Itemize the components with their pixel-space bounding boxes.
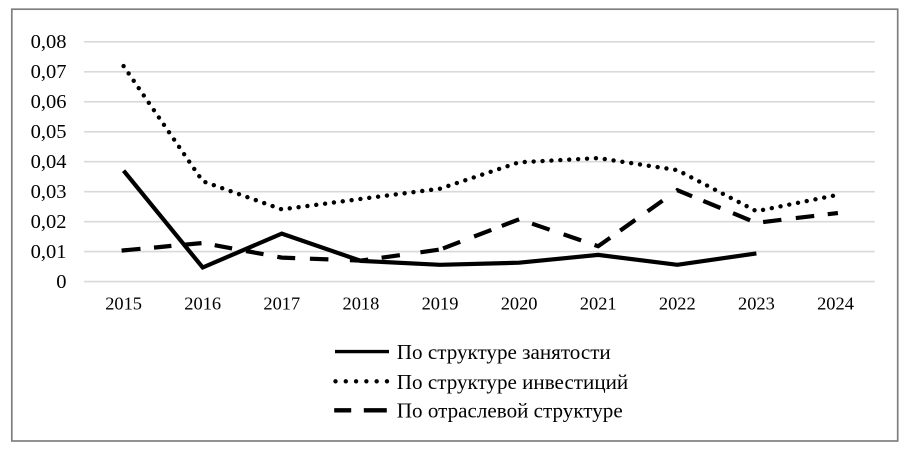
svg-text:2021: 2021	[580, 293, 617, 313]
svg-text:0,05: 0,05	[31, 121, 67, 143]
svg-text:0,03: 0,03	[31, 181, 67, 203]
svg-text:0,06: 0,06	[31, 91, 67, 113]
svg-text:2015: 2015	[105, 293, 142, 313]
svg-text:2016: 2016	[184, 293, 221, 313]
svg-text:2024: 2024	[817, 293, 854, 313]
svg-text:0: 0	[56, 271, 66, 293]
svg-text:2022: 2022	[659, 293, 696, 313]
svg-text:0,07: 0,07	[31, 61, 67, 83]
svg-text:2020: 2020	[501, 293, 538, 313]
svg-text:0,02: 0,02	[31, 211, 67, 233]
svg-text:По отраслевой структуре: По отраслевой структуре	[397, 398, 623, 422]
svg-text:0,04: 0,04	[31, 151, 67, 173]
svg-text:По структуре инвестиций: По структуре инвестиций	[397, 370, 628, 394]
svg-text:0,01: 0,01	[31, 241, 67, 263]
svg-text:2017: 2017	[263, 293, 300, 313]
svg-text:2023: 2023	[738, 293, 775, 313]
svg-text:2019: 2019	[422, 293, 459, 313]
svg-text:По структуре занятости: По структуре занятости	[397, 340, 611, 364]
svg-text:2018: 2018	[343, 293, 380, 313]
svg-text:0,08: 0,08	[31, 31, 67, 53]
